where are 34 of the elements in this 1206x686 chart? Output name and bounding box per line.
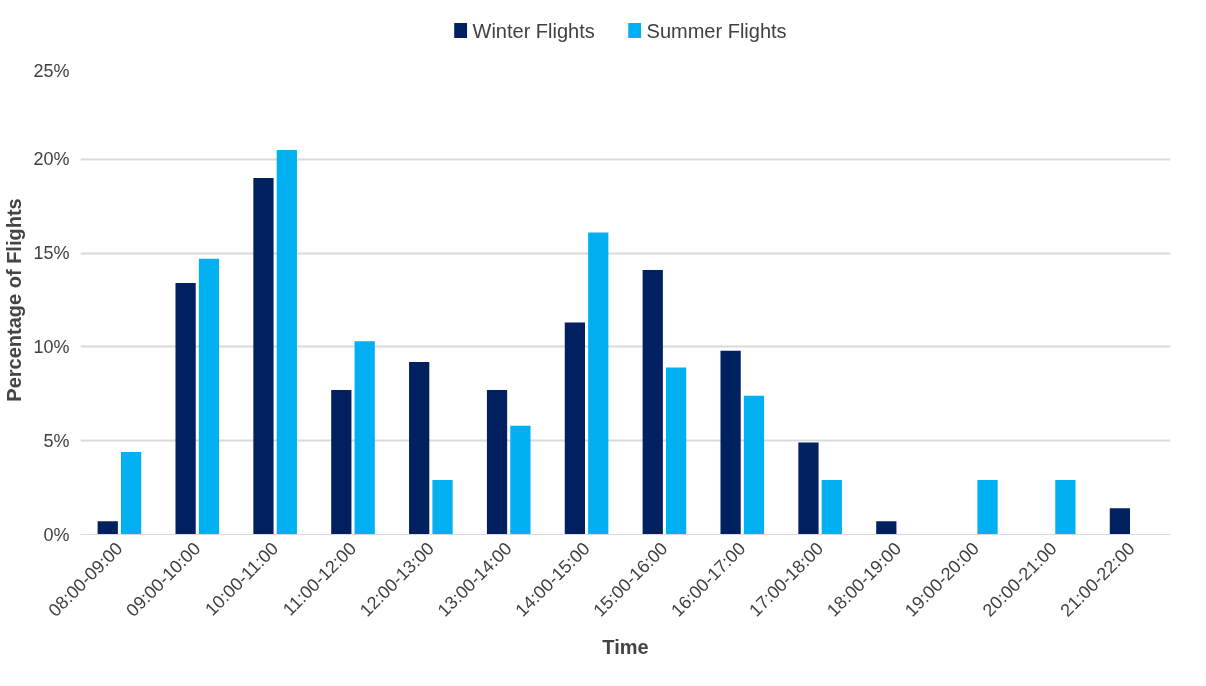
x-axis-title: Time xyxy=(602,635,649,658)
bar xyxy=(331,390,352,535)
bar xyxy=(588,232,609,535)
bar xyxy=(798,442,819,535)
bar xyxy=(876,521,897,535)
bar xyxy=(642,269,663,535)
bar xyxy=(198,258,220,535)
y-tick-label: 0% xyxy=(43,524,70,545)
bar xyxy=(354,341,375,535)
legend-label: Winter Flights xyxy=(472,19,595,42)
bar xyxy=(97,521,118,535)
bar xyxy=(510,425,531,535)
bar xyxy=(432,480,453,535)
bar xyxy=(120,451,142,535)
bar xyxy=(665,367,687,535)
bar xyxy=(409,361,430,535)
y-tick-label: 5% xyxy=(43,430,70,451)
bar xyxy=(564,322,586,535)
bar xyxy=(253,178,274,535)
bar xyxy=(977,480,998,535)
y-tick-label: 15% xyxy=(33,243,70,264)
legend-label: Summer Flights xyxy=(646,19,787,42)
bar xyxy=(486,390,508,535)
y-tick-label: 10% xyxy=(33,336,70,357)
y-tick-label: 20% xyxy=(33,149,70,170)
y-tick-label: 25% xyxy=(33,60,70,81)
bar xyxy=(743,395,765,535)
bar xyxy=(1055,480,1076,535)
bar xyxy=(821,480,842,535)
bar xyxy=(720,350,741,535)
y-axis-title: Percentage of Flights xyxy=(3,198,26,402)
bar xyxy=(276,149,297,535)
bar xyxy=(1109,508,1131,535)
bar xyxy=(175,283,196,535)
